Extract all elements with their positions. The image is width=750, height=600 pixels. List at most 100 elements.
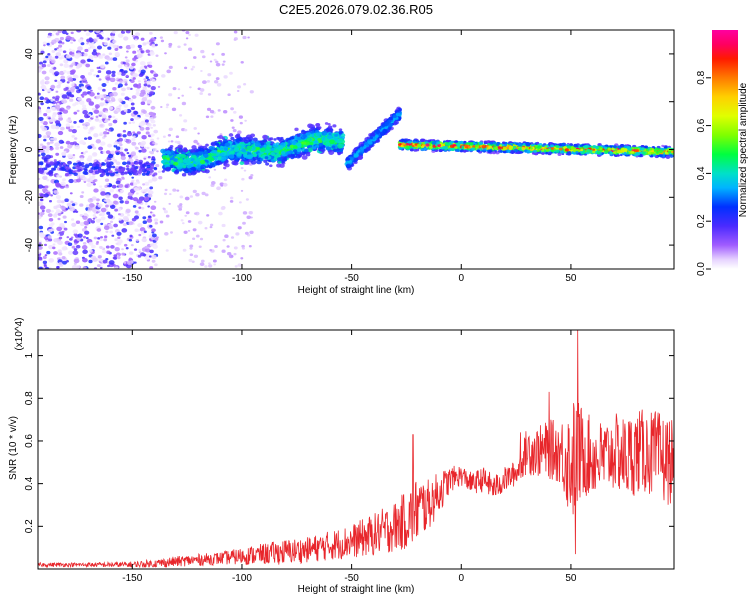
spectrogram-cell xyxy=(75,244,81,249)
spectrogram-cell xyxy=(113,223,118,228)
spectrogram-cell xyxy=(58,114,63,118)
spectrogram-cell xyxy=(79,140,85,145)
spectrogram-cell xyxy=(183,168,187,172)
spectrogram-cell xyxy=(144,202,148,206)
spectrogram-cell xyxy=(105,150,111,155)
spectrogram-cell xyxy=(57,212,62,216)
spectrogram-cell xyxy=(107,264,110,268)
spectrogram-cell xyxy=(41,79,45,82)
spectrogram-cell xyxy=(138,251,142,254)
spectrogram-cell xyxy=(87,145,93,150)
spectrogram-cell xyxy=(84,171,89,175)
spectrogram-cell xyxy=(206,214,210,217)
spectrogram-cell xyxy=(92,49,97,52)
spectrogram-cell xyxy=(119,143,123,147)
spectrogram-cell xyxy=(260,142,265,146)
spectrogram-cell xyxy=(152,244,158,249)
spectrogram-cell xyxy=(47,235,52,239)
spectrogram-cell xyxy=(218,211,223,216)
spectrogram-cell xyxy=(107,153,114,159)
spectrogram-cell xyxy=(195,234,200,238)
spectrogram-cell xyxy=(129,87,133,90)
spectrogram-cell xyxy=(252,137,258,142)
spectrogram-cell xyxy=(147,190,154,195)
spectrogram-cell xyxy=(120,30,126,34)
spectrogram-cell xyxy=(38,212,41,215)
spectrogram-cell xyxy=(172,87,177,91)
spectrogram-cell xyxy=(55,146,60,150)
spectrogram-cell xyxy=(82,91,88,96)
spectrogram-cell xyxy=(346,163,351,168)
spectrogram-cell xyxy=(106,211,111,215)
spectrogram-cell xyxy=(95,139,101,144)
spectrogram-cell xyxy=(85,63,91,68)
spectrogram-cell xyxy=(151,79,156,82)
spectrogram-cell xyxy=(125,139,132,144)
spectrogram-cell xyxy=(117,239,123,244)
spectrogram-cell xyxy=(178,159,182,163)
spectrogram-cell xyxy=(113,254,118,258)
spectrogram-cell xyxy=(71,128,77,134)
spectrogram-cell xyxy=(223,147,229,151)
spectrogram-cell xyxy=(108,106,114,110)
spectrogram-cell xyxy=(62,69,67,73)
spectrogram-cell xyxy=(182,148,188,153)
spectrogram-cell xyxy=(199,262,205,267)
spectrogram-cell xyxy=(66,236,70,239)
spectrogram-cell xyxy=(238,115,243,119)
spectrogram-cell xyxy=(215,77,220,81)
spectrogram-cell xyxy=(215,60,219,64)
spectrogram-cell xyxy=(148,150,152,154)
spectrogram-cell xyxy=(105,172,110,176)
spectrogram-cell xyxy=(71,264,78,269)
spectrogram-cell xyxy=(207,93,212,96)
spectrogram-cell xyxy=(54,48,58,51)
spectrogram-cell xyxy=(130,243,134,247)
spectrogram-cell xyxy=(131,121,136,124)
spectrogram-cell xyxy=(190,148,196,153)
spectrogram-cell xyxy=(183,119,188,123)
spectrogram-cell xyxy=(88,55,94,60)
spectrogram-cell xyxy=(126,86,131,90)
spectrogram-cell xyxy=(294,127,299,132)
spectrogram-cell xyxy=(67,117,71,120)
spectrogram-cell xyxy=(54,142,60,147)
spectrogram-cell xyxy=(93,109,100,114)
spectrogram-cell xyxy=(81,245,88,250)
spectrogram-cell xyxy=(77,169,81,172)
spectrogram-cell xyxy=(80,86,85,90)
spectrogram-cell xyxy=(148,215,152,218)
spectrogram-cell xyxy=(200,259,205,263)
spectrogram-cell xyxy=(193,126,197,130)
spectrogram-cell xyxy=(123,121,127,125)
spectrogram-cell xyxy=(54,125,60,130)
spectrogram-cell xyxy=(71,222,77,227)
spectrogram-cell xyxy=(145,76,149,79)
spectrogram-cell xyxy=(181,101,187,106)
spectrogram-cell xyxy=(80,93,84,97)
spectrogram-cell xyxy=(97,237,101,240)
spectrogram-cell xyxy=(128,98,134,102)
spectrogram-cell xyxy=(236,89,240,93)
spectrogram-cell xyxy=(69,86,76,91)
spectrogram-cell xyxy=(223,178,228,182)
spectrogram-cell xyxy=(54,79,58,82)
spectrogram-cell xyxy=(54,55,59,59)
spectrogram-cell xyxy=(249,90,254,94)
spectrogram-cell xyxy=(51,66,54,69)
spectrogram-cell xyxy=(123,261,127,264)
spectrogram-cell xyxy=(221,63,225,66)
spectrogram-cell xyxy=(232,141,236,146)
spectrogram-cell xyxy=(56,174,61,178)
spectrogram-cell xyxy=(100,191,106,196)
spectrogram-cell xyxy=(333,148,337,152)
spectrogram-cell xyxy=(96,264,101,268)
spectrogram-cell xyxy=(250,174,254,177)
spectrogram-cell xyxy=(198,245,202,248)
spectrogram-cell xyxy=(110,97,116,101)
spectrogram-cell xyxy=(43,138,47,142)
spectrogram-cell xyxy=(132,131,136,134)
spectrogram-cell xyxy=(70,69,76,74)
spectrogram-cell xyxy=(96,92,100,95)
spectrogram-cell xyxy=(118,104,122,107)
